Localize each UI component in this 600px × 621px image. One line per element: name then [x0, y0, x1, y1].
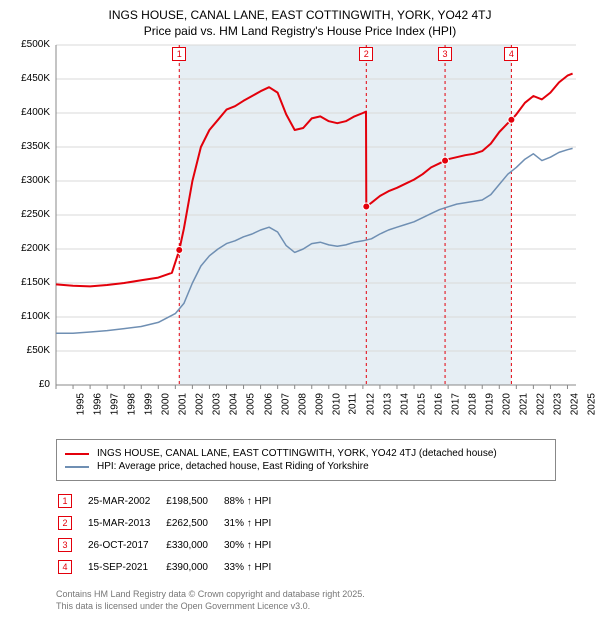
- chart-title-block: INGS HOUSE, CANAL LANE, EAST COTTINGWITH…: [10, 8, 590, 39]
- x-axis-label: 2025: [587, 393, 598, 415]
- x-axis-label: 2019: [484, 393, 495, 415]
- x-axis-label: 2006: [263, 393, 274, 415]
- legend-label: INGS HOUSE, CANAL LANE, EAST COTTINGWITH…: [97, 448, 497, 459]
- x-axis-label: 1999: [143, 393, 154, 415]
- x-axis-label: 2010: [331, 393, 342, 415]
- transaction-marker: 3: [58, 538, 72, 552]
- transaction-date: 26-OCT-2017: [88, 535, 164, 555]
- x-axis-label: 2007: [280, 393, 291, 415]
- legend-row: INGS HOUSE, CANAL LANE, EAST COTTINGWITH…: [65, 448, 547, 459]
- transaction-price: £390,000: [166, 557, 222, 577]
- transaction-date: 15-SEP-2021: [88, 557, 164, 577]
- x-axis-label: 2018: [467, 393, 478, 415]
- y-axis-label: £250K: [10, 209, 50, 220]
- y-axis-label: £350K: [10, 141, 50, 152]
- chart-title-line2: Price paid vs. HM Land Registry's House …: [10, 24, 590, 40]
- legend-swatch: [65, 453, 89, 455]
- y-axis-label: £150K: [10, 277, 50, 288]
- transaction-row: 2 15-MAR-2013£262,50031% ↑ HPI: [58, 513, 285, 533]
- footer-line2: This data is licensed under the Open Gov…: [56, 601, 590, 613]
- y-axis-label: £450K: [10, 73, 50, 84]
- x-axis-label: 2016: [433, 393, 444, 415]
- transaction-delta: 31% ↑ HPI: [224, 513, 285, 533]
- legend-swatch: [65, 466, 89, 468]
- x-axis-label: 2013: [382, 393, 393, 415]
- x-axis-label: 2005: [246, 393, 257, 415]
- x-axis-label: 2008: [297, 393, 308, 415]
- y-axis-label: £500K: [10, 39, 50, 50]
- transaction-marker: 2: [58, 516, 72, 530]
- x-axis-label: 2014: [399, 393, 410, 415]
- chart-title-line1: INGS HOUSE, CANAL LANE, EAST COTTINGWITH…: [10, 8, 590, 24]
- legend-label: HPI: Average price, detached house, East…: [97, 461, 369, 472]
- x-axis-label: 2002: [195, 393, 206, 415]
- transaction-price: £198,500: [166, 491, 222, 511]
- transaction-marker: 4: [58, 560, 72, 574]
- footer-attribution: Contains HM Land Registry data © Crown c…: [56, 589, 590, 612]
- y-axis-label: £0: [10, 379, 50, 390]
- x-axis-label: 2021: [519, 393, 530, 415]
- y-axis-label: £100K: [10, 311, 50, 322]
- transaction-delta: 88% ↑ HPI: [224, 491, 285, 511]
- x-axis-label: 2003: [212, 393, 223, 415]
- transaction-date: 15-MAR-2013: [88, 513, 164, 533]
- x-axis-label: 2024: [570, 393, 581, 415]
- legend-row: HPI: Average price, detached house, East…: [65, 461, 547, 472]
- x-axis-label: 2011: [347, 393, 358, 415]
- transaction-price: £330,000: [166, 535, 222, 555]
- x-axis-label: 2004: [229, 393, 240, 415]
- transaction-date: 25-MAR-2002: [88, 491, 164, 511]
- transaction-delta: 30% ↑ HPI: [224, 535, 285, 555]
- y-axis-label: £400K: [10, 107, 50, 118]
- x-axis-label: 1996: [92, 393, 103, 415]
- x-axis-label: 2020: [501, 393, 512, 415]
- chart-area: £0 £50K £100K £150K £200K £250K £300K £350K £400…: [10, 45, 590, 425]
- marker-box-2: 2: [359, 47, 373, 61]
- y-axis-label: £300K: [10, 175, 50, 186]
- x-axis-label: 1997: [109, 393, 120, 415]
- transaction-row: 4 15-SEP-2021£390,00033% ↑ HPI: [58, 557, 285, 577]
- y-axis-label: £200K: [10, 243, 50, 254]
- x-axis-label: 1998: [126, 393, 137, 415]
- chart-svg: [56, 45, 576, 385]
- legend: INGS HOUSE, CANAL LANE, EAST COTTINGWITH…: [56, 439, 556, 481]
- plot-region: [56, 45, 576, 385]
- x-axis-label: 2001: [178, 393, 189, 415]
- y-axis-label: £50K: [10, 345, 50, 356]
- transaction-marker: 1: [58, 494, 72, 508]
- marker-box-3: 3: [438, 47, 452, 61]
- x-axis-label: 2015: [416, 393, 427, 415]
- transaction-price: £262,500: [166, 513, 222, 533]
- x-axis-label: 2012: [365, 393, 376, 415]
- x-axis-label: 2017: [450, 393, 461, 415]
- marker-box-1: 1: [172, 47, 186, 61]
- x-axis-label: 2000: [160, 393, 171, 415]
- transaction-row: 3 26-OCT-2017£330,00030% ↑ HPI: [58, 535, 285, 555]
- x-axis-label: 2009: [314, 393, 325, 415]
- footer-line1: Contains HM Land Registry data © Crown c…: [56, 589, 590, 601]
- transaction-delta: 33% ↑ HPI: [224, 557, 285, 577]
- x-axis-label: 2022: [536, 393, 547, 415]
- transactions-table: 1 25-MAR-2002£198,50088% ↑ HPI 2 15-MAR-201…: [56, 489, 287, 579]
- transaction-row: 1 25-MAR-2002£198,50088% ↑ HPI: [58, 491, 285, 511]
- x-axis-label: 1995: [75, 393, 86, 415]
- marker-box-4: 4: [504, 47, 518, 61]
- x-axis-label: 2023: [553, 393, 564, 415]
